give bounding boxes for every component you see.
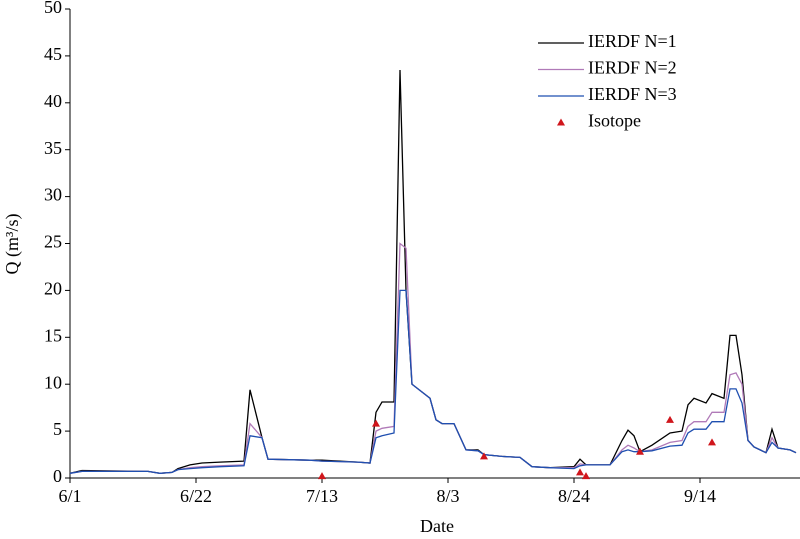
y-axis-label: Q (m³/s) [2, 214, 23, 275]
y-tick-label: 50 [44, 0, 62, 17]
isotope-marker [576, 468, 584, 476]
y-tick-label: 35 [44, 138, 62, 158]
x-tick-label: 6/22 [180, 486, 212, 506]
x-axis-label: Date [420, 516, 454, 536]
y-tick-label: 0 [53, 466, 62, 486]
isotope-marker [666, 415, 674, 423]
y-tick-label: 20 [44, 279, 62, 299]
isotope-marker [636, 447, 644, 455]
y-tick-label: 45 [44, 44, 62, 64]
isotope-marker [582, 472, 590, 480]
series-line [69, 69, 797, 474]
x-tick-label: 7/13 [306, 486, 338, 506]
legend-label: Isotope [588, 111, 641, 131]
legend-label: IERDF N=2 [588, 58, 677, 78]
x-tick-label: 9/14 [684, 486, 716, 506]
isotope-marker [318, 472, 326, 480]
legend-label: IERDF N=3 [588, 84, 677, 104]
legend-marker [557, 118, 565, 126]
y-tick-label: 25 [44, 232, 62, 252]
y-tick-label: 30 [44, 185, 62, 205]
y-tick-label: 5 [53, 419, 62, 439]
isotope-marker [372, 419, 380, 427]
y-tick-label: 10 [44, 372, 62, 392]
series-line [69, 289, 797, 474]
x-tick-label: 6/1 [58, 486, 81, 506]
x-tick-label: 8/3 [436, 486, 459, 506]
series-line [69, 242, 797, 474]
x-tick-label: 8/24 [558, 486, 590, 506]
isotope-marker [480, 452, 488, 460]
isotope-marker [708, 438, 716, 446]
legend-label: IERDF N=1 [588, 31, 677, 51]
y-tick-label: 40 [44, 91, 62, 111]
y-tick-label: 15 [44, 325, 62, 345]
